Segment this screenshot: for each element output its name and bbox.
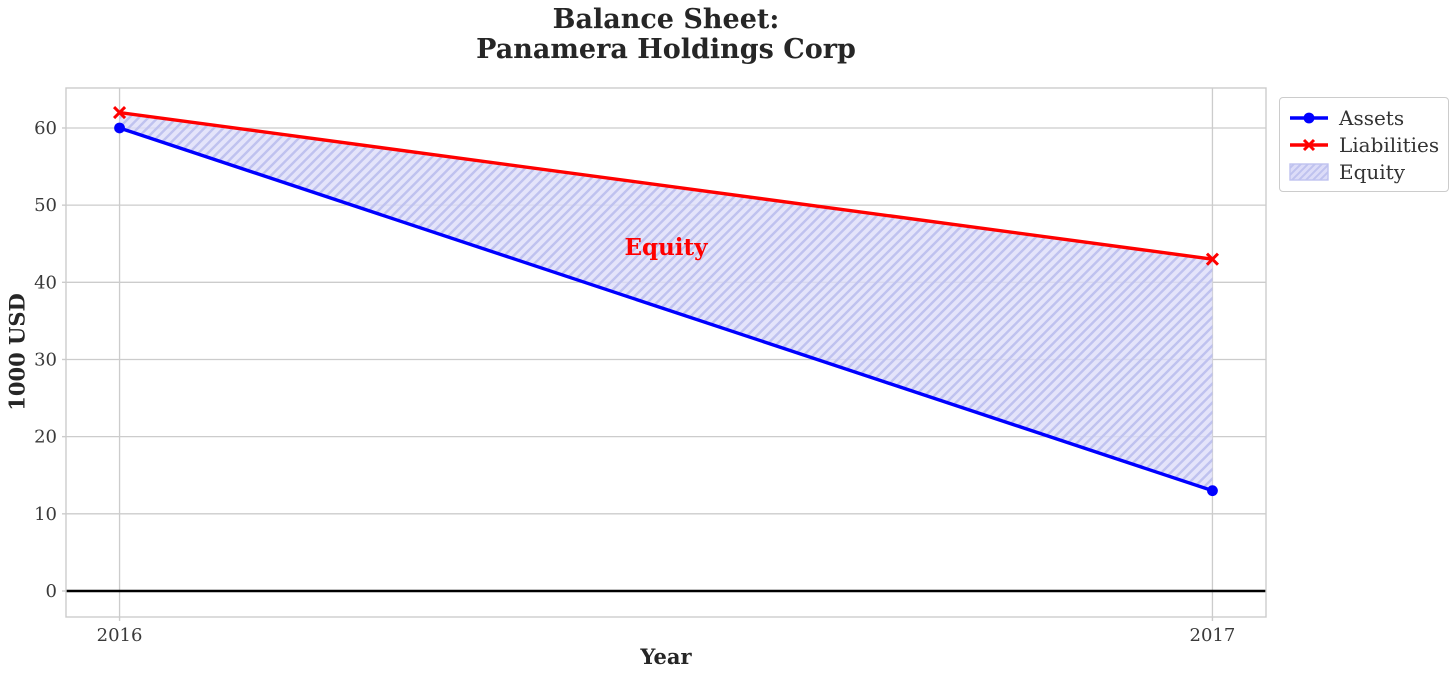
equity-area-hatch [119,112,1213,491]
legend-label-liabilities: Liabilities [1339,132,1440,157]
chart-title-line1: Balance Sheet: [552,4,780,35]
assets-line-icon [1290,112,1328,123]
legend-item-assets: Assets [1289,104,1439,131]
y-tick-label: 10 [34,504,57,525]
y-tick-label: 60 [34,118,57,139]
legend-item-liabilities: Liabilities [1289,131,1439,158]
legend-label-assets: Assets [1339,105,1405,130]
chart-title: Balance Sheet: Panamera Holdings Corp [66,5,1266,65]
x-tick-label: 2017 [1190,625,1236,646]
liabilities-series [112,105,1220,266]
y-tick-label: 40 [34,272,57,293]
x-axis-label: Year [640,644,692,669]
y-tick-label: 30 [34,349,57,370]
equity-annotation: Equity [624,234,708,261]
tick-labels: 2016 2017 0 10 20 30 40 50 60 [34,118,1235,646]
y-tick-label: 50 [34,195,57,216]
legend-label-equity: Equity [1339,159,1406,184]
plot-border [65,87,1267,618]
y-tick-label: 0 [46,581,57,602]
x-tick-label: 2016 [97,625,143,646]
liabilities-line-icon [1290,138,1328,151]
y-axis-label: 1000 USD [4,293,30,411]
legend-item-equity: Equity [1289,158,1439,185]
y-tick-label: 20 [34,427,57,448]
equity-patch-icon [1289,162,1329,181]
legend: Assets Liabilities Equity [1279,97,1450,192]
chart-title-line2: Panamera Holdings Corp [476,34,856,65]
assets-series [114,122,1218,497]
